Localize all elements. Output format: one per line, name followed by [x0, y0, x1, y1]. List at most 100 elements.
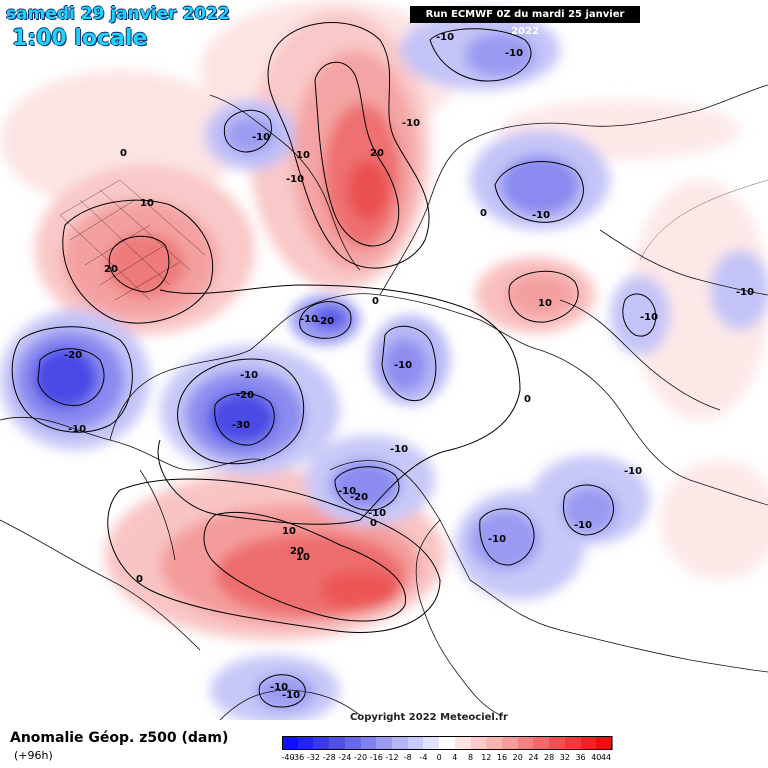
- legend-label: 0: [436, 753, 442, 762]
- positive-anomaly-region: [348, 160, 388, 220]
- negative-anomaly-region: [33, 348, 97, 408]
- contour-label: -10: [394, 360, 412, 371]
- contour-line: [429, 28, 532, 82]
- legend-label: 8: [468, 753, 474, 762]
- contour-label: -20: [236, 390, 254, 401]
- legend-swatch: [596, 736, 613, 750]
- negative-anomaly-region: [500, 155, 580, 215]
- contour-label: 10: [296, 552, 310, 563]
- contour-line: [622, 293, 657, 337]
- positive-anomaly-region: [660, 460, 768, 580]
- copyright-text: Copyright 2022 Meteociel.fr: [350, 712, 508, 723]
- contour-label: 20: [290, 546, 304, 557]
- legend-label: -12: [385, 753, 399, 762]
- contour-line: [494, 161, 584, 223]
- zero-contour-line: [157, 284, 521, 525]
- contour-label: 10: [282, 526, 296, 537]
- contour-label: 10: [538, 298, 552, 309]
- contour-line: [381, 325, 437, 402]
- contour-label: 10: [296, 150, 310, 161]
- legend-label: -40: [281, 753, 295, 762]
- contour-line: [334, 466, 400, 511]
- contour-label: -10: [532, 210, 550, 221]
- forecast-time: 1:00 locale: [12, 26, 148, 51]
- contour-line: [107, 478, 441, 634]
- legend-label: 28: [544, 753, 555, 762]
- contour-label: -10: [368, 508, 386, 519]
- legend-label: -36: [291, 753, 305, 762]
- contour-line: [37, 348, 105, 406]
- legend-label: 12: [481, 753, 492, 762]
- contour-line: [299, 301, 352, 339]
- contour-label: -10: [282, 690, 300, 701]
- legend-label: -20: [354, 753, 368, 762]
- contour-label: -10: [488, 534, 506, 545]
- negative-anomaly-region: [465, 33, 535, 77]
- positive-anomaly-region: [505, 273, 575, 317]
- contour-label: -10: [574, 520, 592, 531]
- forecast-date: samedi 29 janvier 2022: [6, 4, 230, 24]
- contour-line: [479, 508, 535, 566]
- contour-label: 0: [120, 148, 127, 159]
- positive-anomaly-region: [630, 180, 768, 420]
- positive-anomaly-region: [320, 570, 400, 610]
- contour-label: 0: [136, 574, 143, 585]
- contour-label: 20: [104, 264, 118, 275]
- negative-anomaly-region: [330, 460, 400, 510]
- contour-label: 0: [480, 208, 487, 219]
- contour-label: -10: [390, 444, 408, 455]
- legend-label: -16: [369, 753, 383, 762]
- contour-line: [258, 674, 306, 708]
- contour-line: [177, 358, 305, 465]
- legend-label: 44: [600, 753, 612, 762]
- contour-lines: [11, 22, 657, 708]
- contour-label: 10: [140, 198, 154, 209]
- legend-label: -8: [403, 753, 412, 762]
- legend-label: -32: [306, 753, 320, 762]
- legend-label: 4: [452, 753, 458, 762]
- legend-frame: [282, 736, 612, 750]
- legend-label: -4: [419, 753, 428, 762]
- contour-label: -10: [736, 287, 754, 298]
- contour-label: 20: [370, 148, 384, 159]
- contour-line: [214, 392, 275, 446]
- legend-label: -28: [322, 753, 336, 762]
- contour-line: [203, 511, 407, 622]
- negative-anomaly-region: [610, 275, 670, 355]
- graticule: [59, 179, 768, 301]
- contour-line: [108, 235, 170, 293]
- contour-label: 0: [524, 394, 531, 405]
- contour-line: [508, 270, 579, 323]
- contour-label: 0: [372, 296, 379, 307]
- contour-label: -10: [640, 312, 658, 323]
- negative-anomaly-region: [710, 250, 768, 330]
- contour-label: -10: [240, 370, 258, 381]
- contour-line: [223, 109, 272, 153]
- contour-line: [267, 22, 430, 269]
- anomaly-shading: [0, 0, 768, 720]
- contour-label: -10: [270, 682, 288, 693]
- contour-label: -10: [624, 466, 642, 477]
- contour-line: [11, 326, 133, 433]
- contour-label: 0: [370, 518, 377, 529]
- contour-label: -20: [350, 492, 368, 503]
- negative-anomaly-region: [208, 392, 276, 444]
- contour-label: -30: [232, 420, 250, 431]
- contour-label: -20: [316, 316, 334, 327]
- legend-label: 32: [559, 753, 570, 762]
- contour-label: -10: [436, 32, 454, 43]
- legend-label: 16: [496, 753, 508, 762]
- legend-label: 40: [591, 753, 602, 762]
- contour-line: [563, 484, 614, 536]
- coastlines: [0, 84, 768, 720]
- contour-label: -10: [68, 424, 86, 435]
- negative-anomaly-region: [470, 510, 540, 570]
- contour-line: [314, 61, 400, 247]
- color-scale-legend: -40 -36 -32 -28 -24 -20 -16 -12 -8 -4 0 4 8 12 16 20 24 2…: [281, 736, 613, 766]
- negative-anomaly-region: [312, 306, 348, 330]
- positive-anomaly-region: [105, 233, 185, 297]
- legend-label: 24: [528, 753, 539, 762]
- contour-label: -10: [402, 118, 420, 129]
- model-run-label: Run ECMWF 0Z du mardi 25 janvier 2022: [410, 6, 640, 37]
- contour-label: -10: [338, 486, 356, 497]
